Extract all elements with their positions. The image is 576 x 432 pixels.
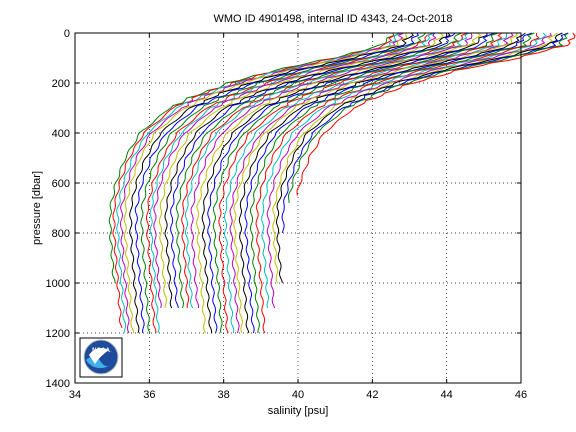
profile-line [123,32,408,334]
y-tick-label: 1400 [46,378,70,390]
profile-line [145,32,434,333]
x-tick-label: 44 [441,389,453,401]
x-tick-label: 38 [218,389,230,401]
profile-line [116,32,403,334]
profile-line [190,32,473,308]
profile-line [233,32,518,334]
profile-series [108,32,576,334]
profile-line [170,32,456,309]
profile-line [158,32,444,309]
profile-line [164,32,451,309]
axis-ticks: 34 36 38 40 42 44 46 0 200 400 600 800 1000 1200 1400 [46,28,528,401]
profile-line [249,32,535,334]
x-tick-label: 42 [366,389,378,401]
x-axis-label: salinity [psu] [268,405,329,417]
profile-line [218,32,503,334]
x-tick-label: 46 [515,389,527,401]
profile-line [296,32,576,196]
profile-line [129,32,414,334]
profile-line [153,32,437,309]
profile-line [184,32,470,309]
chart-title: WMO ID 4901498, internal ID 4343, 24-Oct… [213,13,452,25]
logo-text: NOAA [92,348,110,354]
profile-line [134,32,419,334]
y-tick-label: 0 [64,28,70,40]
profile-line [112,32,401,329]
profile-line [149,32,436,334]
noaa-logo: NOAA [79,337,123,378]
x-tick-label: 40 [292,389,304,401]
profile-line [275,32,563,284]
profile-line [207,32,495,334]
y-tick-label: 1000 [46,278,70,290]
profile-line [287,32,569,203]
profile-line [272,32,558,284]
y-tick-label: 400 [52,128,70,140]
profile-line [255,32,540,334]
y-tick-label: 200 [52,78,70,90]
profile-line [140,32,426,334]
y-axis-label: pressure [dbar] [31,171,43,245]
y-tick-label: 800 [52,228,70,240]
profile-line [261,32,547,309]
profile-line [238,32,526,334]
y-tick-label: 1200 [46,328,70,340]
x-tick-label: 34 [69,389,81,401]
profile-line [181,32,468,309]
profile-line [212,32,499,334]
profile-line [223,32,508,334]
x-tick-label: 36 [143,389,155,401]
logo-gull [89,347,113,364]
profile-line [119,32,404,334]
profile-line [281,32,569,234]
y-tick-label: 600 [52,178,70,190]
profile-line [266,32,552,309]
profile-line [195,32,482,334]
profile-line [201,32,488,334]
logo-outer-circle [83,339,119,375]
profile-line [244,32,533,334]
